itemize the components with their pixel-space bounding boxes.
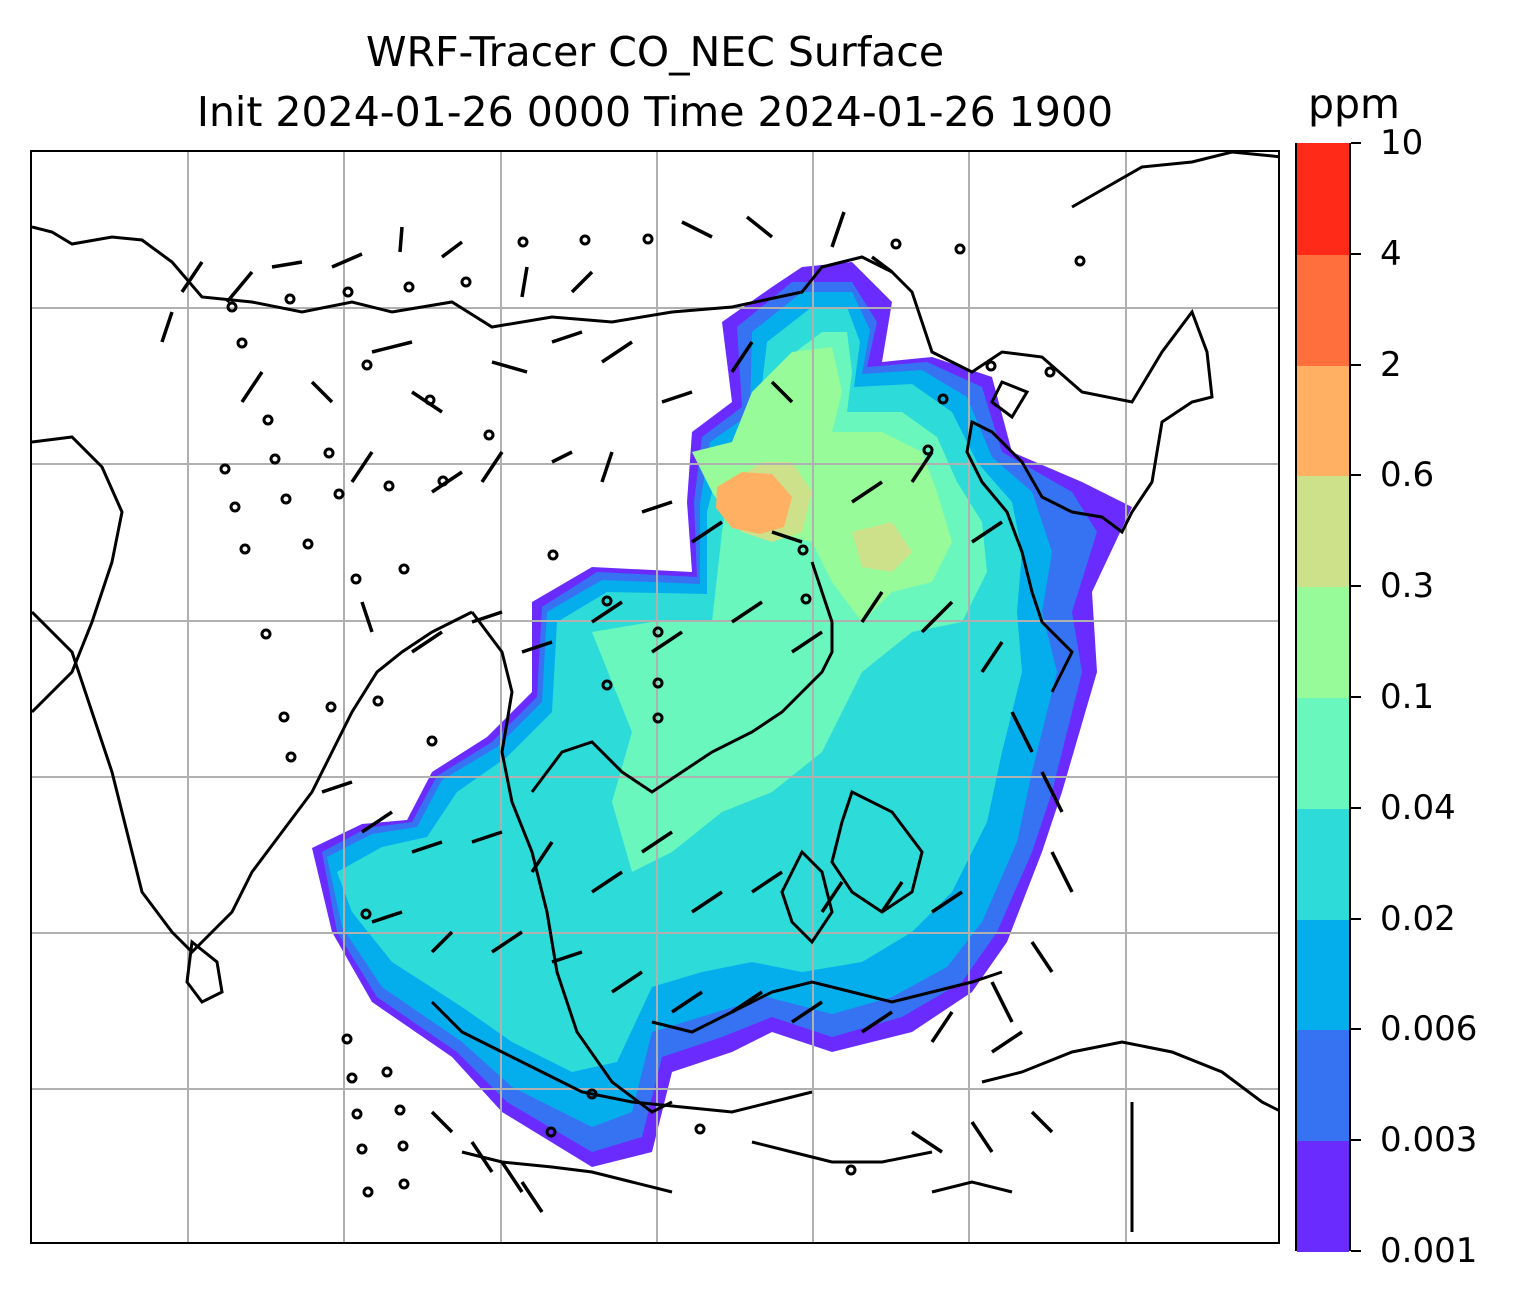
colorbar-tick-label: 0.04 <box>1380 787 1456 828</box>
colorbar-tick <box>1351 806 1361 809</box>
plume-band-8 <box>716 472 792 534</box>
colorbar-tick-label: 0.02 <box>1380 898 1456 939</box>
wind-barbs <box>160 211 1074 1213</box>
colorbar-segment <box>1297 253 1349 366</box>
colorbar-segment <box>1297 586 1349 698</box>
colorbar-segment <box>1297 918 1349 1031</box>
colorbar-tick <box>1351 142 1361 144</box>
colorbar-segment <box>1297 143 1349 255</box>
graticule <box>32 152 1278 1242</box>
colorbar-tick <box>1351 585 1361 588</box>
colorbar-tick <box>1351 1139 1361 1142</box>
map-title: WRF-Tracer CO_NEC Surface <box>365 28 945 76</box>
colorbar-segment <box>1297 697 1349 809</box>
colorbar <box>1295 143 1351 1252</box>
colorbar-segment <box>1297 1029 1349 1142</box>
colorbar-tick <box>1351 363 1361 366</box>
colorbar-tick-label: 0.001 <box>1380 1231 1478 1271</box>
colorbar-tick <box>1351 252 1361 255</box>
colorbar-tick <box>1351 917 1361 920</box>
colorbar-segment <box>1297 475 1349 588</box>
colorbar-tick-label: 10 <box>1380 123 1424 163</box>
calm-markers <box>219 233 1086 1198</box>
colorbar-tick-label: 0.6 <box>1380 455 1435 496</box>
colorbar-tick-label: 4 <box>1380 233 1402 274</box>
coastlines <box>32 152 1278 1232</box>
colorbar-tick-label: 0.1 <box>1380 677 1435 717</box>
colorbar-tick <box>1351 1250 1361 1252</box>
map-subtitle: Init 2024-01-26 0000 Time 2024-01-26 190… <box>196 88 1114 136</box>
colorbar-unit: ppm <box>1308 80 1400 128</box>
colorbar-tick <box>1351 1028 1361 1031</box>
colorbar-segment <box>1297 807 1349 920</box>
colorbar-tick-label: 0.006 <box>1380 1009 1478 1050</box>
colorbar-segment <box>1297 364 1349 477</box>
colorbar-tick <box>1351 474 1361 477</box>
colorbar-tick-label: 2 <box>1380 344 1402 385</box>
map-panel <box>30 150 1280 1244</box>
colorbar-tick-label: 0.003 <box>1380 1120 1478 1161</box>
map-canvas <box>32 152 1278 1242</box>
colorbar-tick <box>1351 696 1361 698</box>
colorbar-tick-label: 0.3 <box>1380 566 1435 607</box>
colorbar-segment <box>1297 1140 1349 1252</box>
